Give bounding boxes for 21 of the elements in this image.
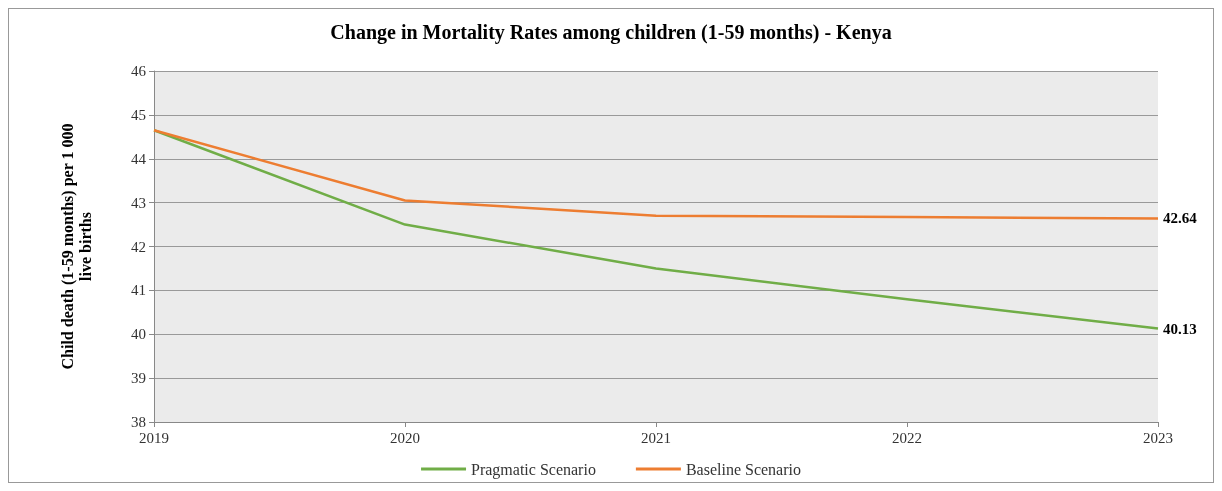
y-tick-label: 42 <box>131 238 146 255</box>
legend-label: Pragmatic Scenario <box>471 460 596 479</box>
y-tick-label: 38 <box>131 414 146 430</box>
chart-title: Change in Mortality Rates among children (1-59 months) - Kenya <box>330 21 892 44</box>
x-tick-label: 2023 <box>1143 429 1173 446</box>
line-series <box>152 128 1160 220</box>
data-label: 40.13 <box>1163 320 1197 337</box>
y-tick-label: 40 <box>131 326 146 343</box>
y-tick-label: 45 <box>131 106 146 123</box>
x-tick-label: 2020 <box>390 429 420 446</box>
y-tick-label: 39 <box>131 370 146 387</box>
y-tick-label: 41 <box>131 282 146 299</box>
y-tick-label: 44 <box>131 150 147 167</box>
data-label: 42.64 <box>1163 210 1198 227</box>
x-tick-label: 2022 <box>892 429 922 446</box>
y-tick-label: 43 <box>131 194 146 211</box>
legend-label: Baseline Scenario <box>685 460 801 478</box>
x-tick-label: 2019 <box>139 429 169 446</box>
y-tick-label: 46 <box>131 63 147 79</box>
x-tick-label: 2021 <box>641 429 671 446</box>
y-axis-title: Child death (1-59 months) per 1 000 live births <box>58 123 94 370</box>
